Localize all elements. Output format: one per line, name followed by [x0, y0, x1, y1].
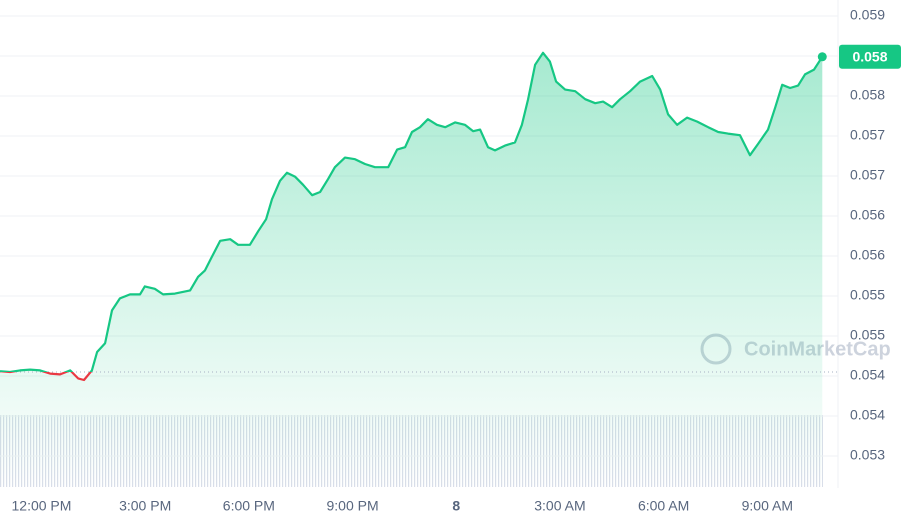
x-tick-label: 9:00 PM [326, 498, 378, 514]
x-tick-label: 12:00 PM [12, 498, 72, 514]
x-tick-label: 3:00 PM [119, 498, 171, 514]
y-tick-label: 0.056 [850, 207, 885, 223]
x-tick-label: 8 [452, 498, 460, 514]
x-tick-label: 3:00 AM [534, 498, 585, 514]
y-tick-label: 0.054 [850, 367, 885, 383]
area [0, 52, 823, 489]
y-tick-label: 0.055 [850, 287, 885, 303]
price-line [0, 51, 824, 382]
y-tick-label: 0.053 [850, 447, 885, 463]
last-point [817, 52, 827, 62]
x-tick-label: 9:00 AM [742, 498, 793, 514]
y-tick-label: 0.056 [850, 247, 885, 263]
y-tick-label: 0.055 [850, 327, 885, 343]
price-badge [839, 44, 901, 69]
x-tick-label: 6:00 AM [638, 498, 689, 514]
y-tick-label: 0.059 [850, 7, 885, 23]
y-tick-label: 0.058 [850, 87, 885, 103]
x-tick-label: 6:00 PM [223, 498, 275, 514]
price-badge-label: 0.058 [852, 49, 887, 65]
y-tick-label: 0.057 [850, 167, 885, 183]
y-tick-label: 0.054 [850, 407, 885, 423]
y-tick-label: 0.057 [850, 127, 885, 143]
